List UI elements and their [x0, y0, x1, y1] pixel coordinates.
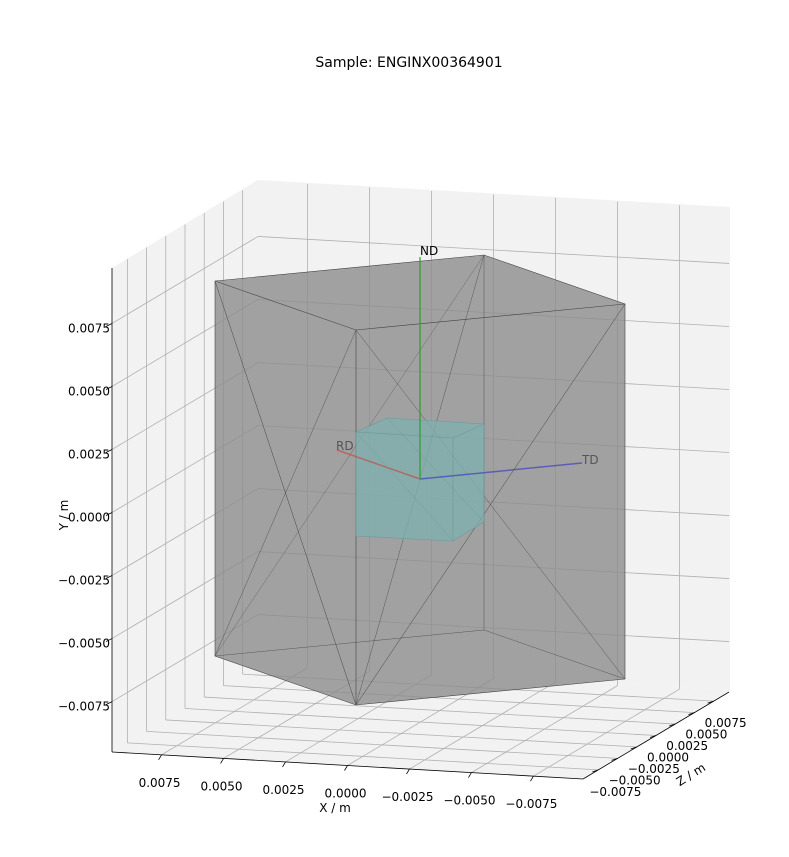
chart-title: Sample: ENGINX00364901 [315, 55, 502, 71]
z-tick-label: −0.0025 [628, 762, 680, 776]
y-axis-label: Y / m [57, 500, 71, 532]
z-tick-label: −0.0075 [589, 785, 641, 799]
z-tick-label: 0.0000 [647, 751, 689, 765]
x-tick-label: −0.0050 [443, 794, 495, 808]
y-tick-label: −0.0025 [58, 574, 110, 588]
sample-shape: RD ND TD [214, 244, 626, 706]
axis-rd [336, 449, 421, 480]
x-tick-label: 0.0050 [201, 779, 243, 793]
y-tick [105, 638, 113, 642]
z-tick-label: 0.0050 [685, 728, 727, 742]
grid-line [165, 719, 637, 748]
grid-line [204, 696, 676, 725]
z-tick-label: −0.0050 [609, 773, 661, 787]
prism-diagonal [214, 329, 357, 657]
x-tick-label: −0.0075 [505, 797, 557, 811]
x-tick [220, 758, 224, 764]
y-tick [105, 323, 113, 327]
x-axis-label: X / m [319, 801, 351, 815]
z-tick-label: 0.0075 [705, 716, 747, 730]
prism-diagonal [355, 303, 626, 706]
x-tick-label: 0.0000 [325, 787, 367, 801]
annotation-td: TD [581, 453, 599, 467]
axis-line [111, 751, 584, 780]
x-tick [530, 775, 534, 782]
grid-line [184, 708, 657, 736]
axis-td [419, 462, 583, 480]
grid-line [146, 730, 618, 759]
y-tick-label: −0.0050 [58, 637, 110, 651]
x-tick [344, 765, 348, 771]
x-tick [282, 761, 286, 768]
x-tick [468, 772, 472, 778]
y-tick-label: −0.0075 [58, 700, 110, 714]
cube-diagonal [355, 431, 454, 542]
y-tick [105, 701, 113, 705]
x-tick [406, 768, 410, 775]
grid-line [257, 236, 730, 264]
annotation-rd: RD [336, 439, 354, 453]
y-tick-label: 0.0000 [68, 511, 110, 525]
x-tick-label: 0.0075 [139, 776, 181, 790]
annotation-nd: ND [420, 244, 438, 258]
x-tick-label: 0.0025 [263, 783, 305, 797]
x-tick-label: −0.0025 [381, 790, 433, 804]
axis-line [582, 691, 730, 780]
y-tick [105, 575, 113, 579]
y-tick [105, 449, 113, 453]
grid-line [127, 742, 599, 771]
y-tick [105, 512, 113, 516]
prism-diagonal [214, 254, 485, 657]
cube-diagonal [386, 417, 485, 523]
y-tick-label: 0.0075 [68, 321, 110, 335]
grid-line [223, 685, 695, 714]
x-tick [158, 754, 162, 761]
y-tick-label: 0.0050 [68, 384, 110, 398]
y-tick [105, 386, 113, 390]
y-tick-label: 0.0025 [68, 448, 110, 462]
z-tick-label: 0.0025 [666, 739, 708, 753]
